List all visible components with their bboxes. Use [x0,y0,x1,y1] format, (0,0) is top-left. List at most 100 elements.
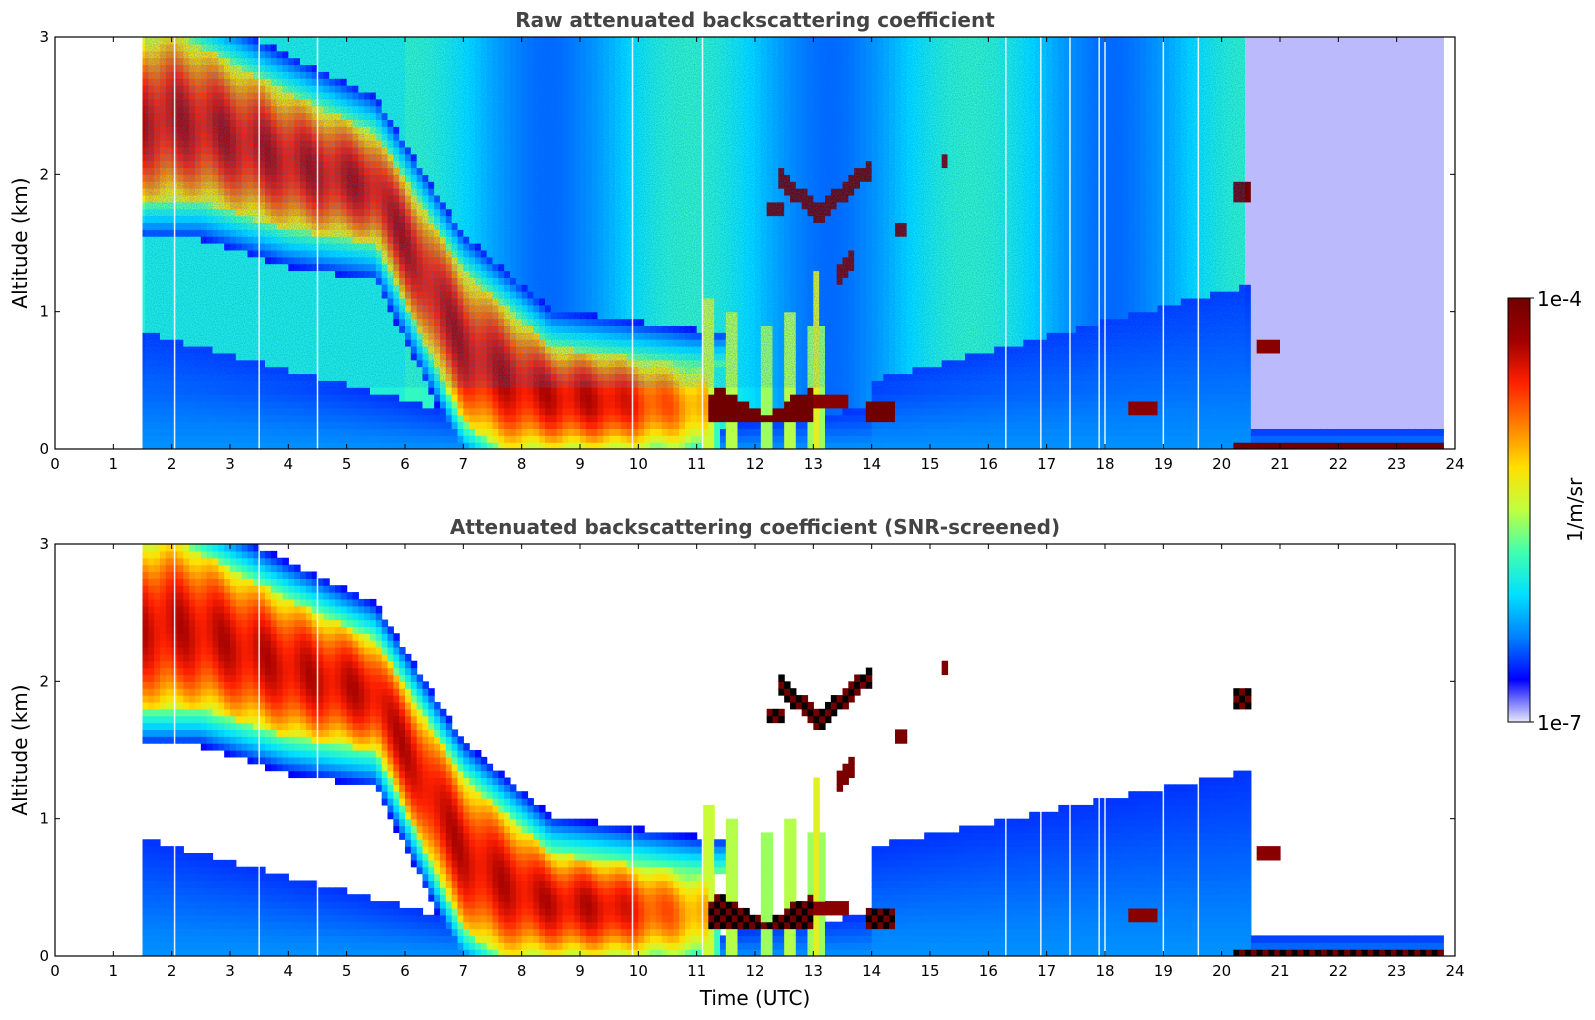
heatmap-cell [154,400,161,409]
heatmap-cell [247,414,254,423]
heatmap-cell [620,394,628,402]
heatmap-cell [364,400,371,409]
heatmap-cell [597,414,604,423]
heatmap-cell [340,414,348,423]
heatmap-cell [428,394,435,402]
heatmap-cell [375,387,383,395]
heatmap-cell [591,414,599,423]
heatmap-cell [305,387,313,395]
heatmap-cell [200,442,208,449]
heatmap-cell [235,428,243,436]
heatmap-cell [212,394,219,402]
heatmap-cell [177,414,184,423]
heatmap-cell [317,394,324,402]
heatmap-cell [556,428,564,436]
heatmap-cell [288,400,295,409]
heatmap-cell [183,407,190,416]
heatmap-cell [276,421,284,429]
heatmap-cell [230,407,237,416]
heatmap-cell [527,407,534,416]
heatmap-cell [405,387,412,395]
heatmap-cell [539,442,546,449]
heatmap-cell [154,387,161,395]
heatmap-cell [533,394,540,402]
heatmap-cell [615,421,622,429]
heatmap-cell [294,407,301,416]
heatmap-cell [247,407,254,416]
heatmap-cell [457,428,464,436]
heatmap-cell [270,414,278,423]
heatmap-cell [562,400,569,409]
heatmap-cell [405,407,412,416]
heatmap-cell [416,407,424,416]
heatmap-cell [235,400,243,409]
heatmap-cell [259,394,266,402]
heatmap-cell [428,435,435,443]
heatmap-cell [259,421,266,429]
heatmap-cell [329,428,336,436]
heatmap-cell [346,435,354,443]
heatmap-cell [340,400,348,409]
heatmap-cell [580,394,587,402]
heatmap-cell [381,442,389,449]
heatmap-cell [521,407,529,416]
heatmap-cell [422,428,429,436]
heatmap-cell [422,387,429,395]
heatmap-cell [521,387,529,395]
heatmap-cell [235,421,243,429]
heatmap-cell [626,387,634,395]
heatmap-cell [539,435,546,443]
heatmap-cell [475,442,482,449]
heatmap-cell [434,387,441,395]
heatmap-cell [224,387,231,395]
heatmap-cell [177,387,184,395]
heatmap-cell [323,407,330,416]
heatmap-cell [230,428,237,436]
heatmap-cell [498,428,505,436]
heatmap-cell [510,387,517,395]
heatmap-cell [183,435,190,443]
heatmap-cell [469,394,476,402]
heatmap-cell [562,435,569,443]
heatmap-cell [200,387,208,395]
heatmap-cell [358,394,365,402]
heatmap-cell [545,407,552,416]
heatmap-cell [375,414,383,423]
heatmap-cell [294,442,301,449]
heatmap-cell [475,400,482,409]
heatmap-cell [387,407,394,416]
heatmap-cell [300,387,307,395]
heatmap-cell [340,435,348,443]
heatmap-cell [230,387,237,395]
heatmap-cell [148,428,155,436]
heatmap-cell [626,421,634,429]
heatmap-cell [603,435,610,443]
heatmap-cell [545,428,552,436]
heatmap-cell [533,407,540,416]
heatmap-cell [253,428,260,436]
heatmap-cell [358,414,365,423]
heatmap-cell [352,442,359,449]
heatmap-cell [469,407,476,416]
heatmap-cell [358,407,365,416]
heatmap-cell [457,400,464,409]
heatmap-cell [492,414,499,423]
heatmap-cell [195,387,202,395]
heatmap-cell [451,414,459,423]
heatmap-cell [580,435,587,443]
heatmap-cell [626,428,634,436]
heatmap-cell [218,435,225,443]
heatmap-cell [399,435,406,443]
heatmap-cell [434,428,441,436]
heatmap-cell [550,387,558,395]
heatmap-cell [154,394,161,402]
heatmap-cell [329,442,336,449]
heatmap-cell [270,435,278,443]
heatmap-cell [556,387,564,395]
heatmap-cell [370,435,377,443]
heatmap-cell [615,400,622,409]
heatmap-cell [527,442,534,449]
heatmap-cell [609,400,616,409]
heatmap-cell [387,387,394,395]
heatmap-cell [317,400,324,409]
